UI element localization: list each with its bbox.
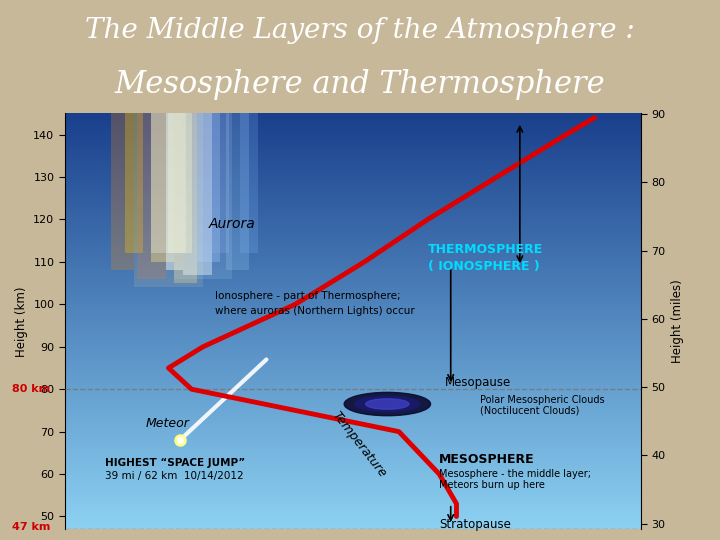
Text: Aurora: Aurora: [209, 217, 256, 231]
Text: HIGHEST “SPACE JUMP”: HIGHEST “SPACE JUMP”: [105, 458, 246, 468]
Text: Stratopause: Stratopause: [439, 518, 511, 531]
Y-axis label: Height (miles): Height (miles): [671, 279, 684, 363]
Text: Ionosphere - part of Thermosphere;: Ionosphere - part of Thermosphere;: [215, 291, 400, 301]
Text: Mesopause: Mesopause: [445, 376, 511, 389]
Ellipse shape: [344, 393, 431, 416]
Ellipse shape: [366, 399, 409, 409]
Text: 39 mi / 62 km  10/14/2012: 39 mi / 62 km 10/14/2012: [105, 471, 244, 481]
Text: (Noctilucent Clouds): (Noctilucent Clouds): [480, 406, 579, 415]
Text: Polar Mesospheric Clouds: Polar Mesospheric Clouds: [480, 395, 604, 405]
Text: MESOSPHERE: MESOSPHERE: [439, 453, 535, 465]
Ellipse shape: [355, 396, 420, 411]
Text: ( IONOSPHERE ): ( IONOSPHERE ): [428, 260, 539, 273]
Text: 47 km: 47 km: [12, 522, 50, 532]
Text: THERMOSPHERE: THERMOSPHERE: [428, 242, 543, 255]
Text: where auroras (Northern Lights) occur: where auroras (Northern Lights) occur: [215, 306, 414, 316]
Y-axis label: Height (km): Height (km): [14, 286, 27, 356]
Text: 80 km: 80 km: [12, 384, 50, 394]
Text: Temperature: Temperature: [330, 409, 390, 480]
Text: The Middle Layers of the Atmosphere :: The Middle Layers of the Atmosphere :: [85, 17, 635, 44]
Text: Meteors burn up here: Meteors burn up here: [439, 480, 545, 490]
Text: Mesosphere and Thermosphere: Mesosphere and Thermosphere: [114, 69, 606, 100]
Text: Meteor: Meteor: [145, 417, 189, 430]
Text: Mesosphere - the middle layer;: Mesosphere - the middle layer;: [439, 469, 591, 479]
